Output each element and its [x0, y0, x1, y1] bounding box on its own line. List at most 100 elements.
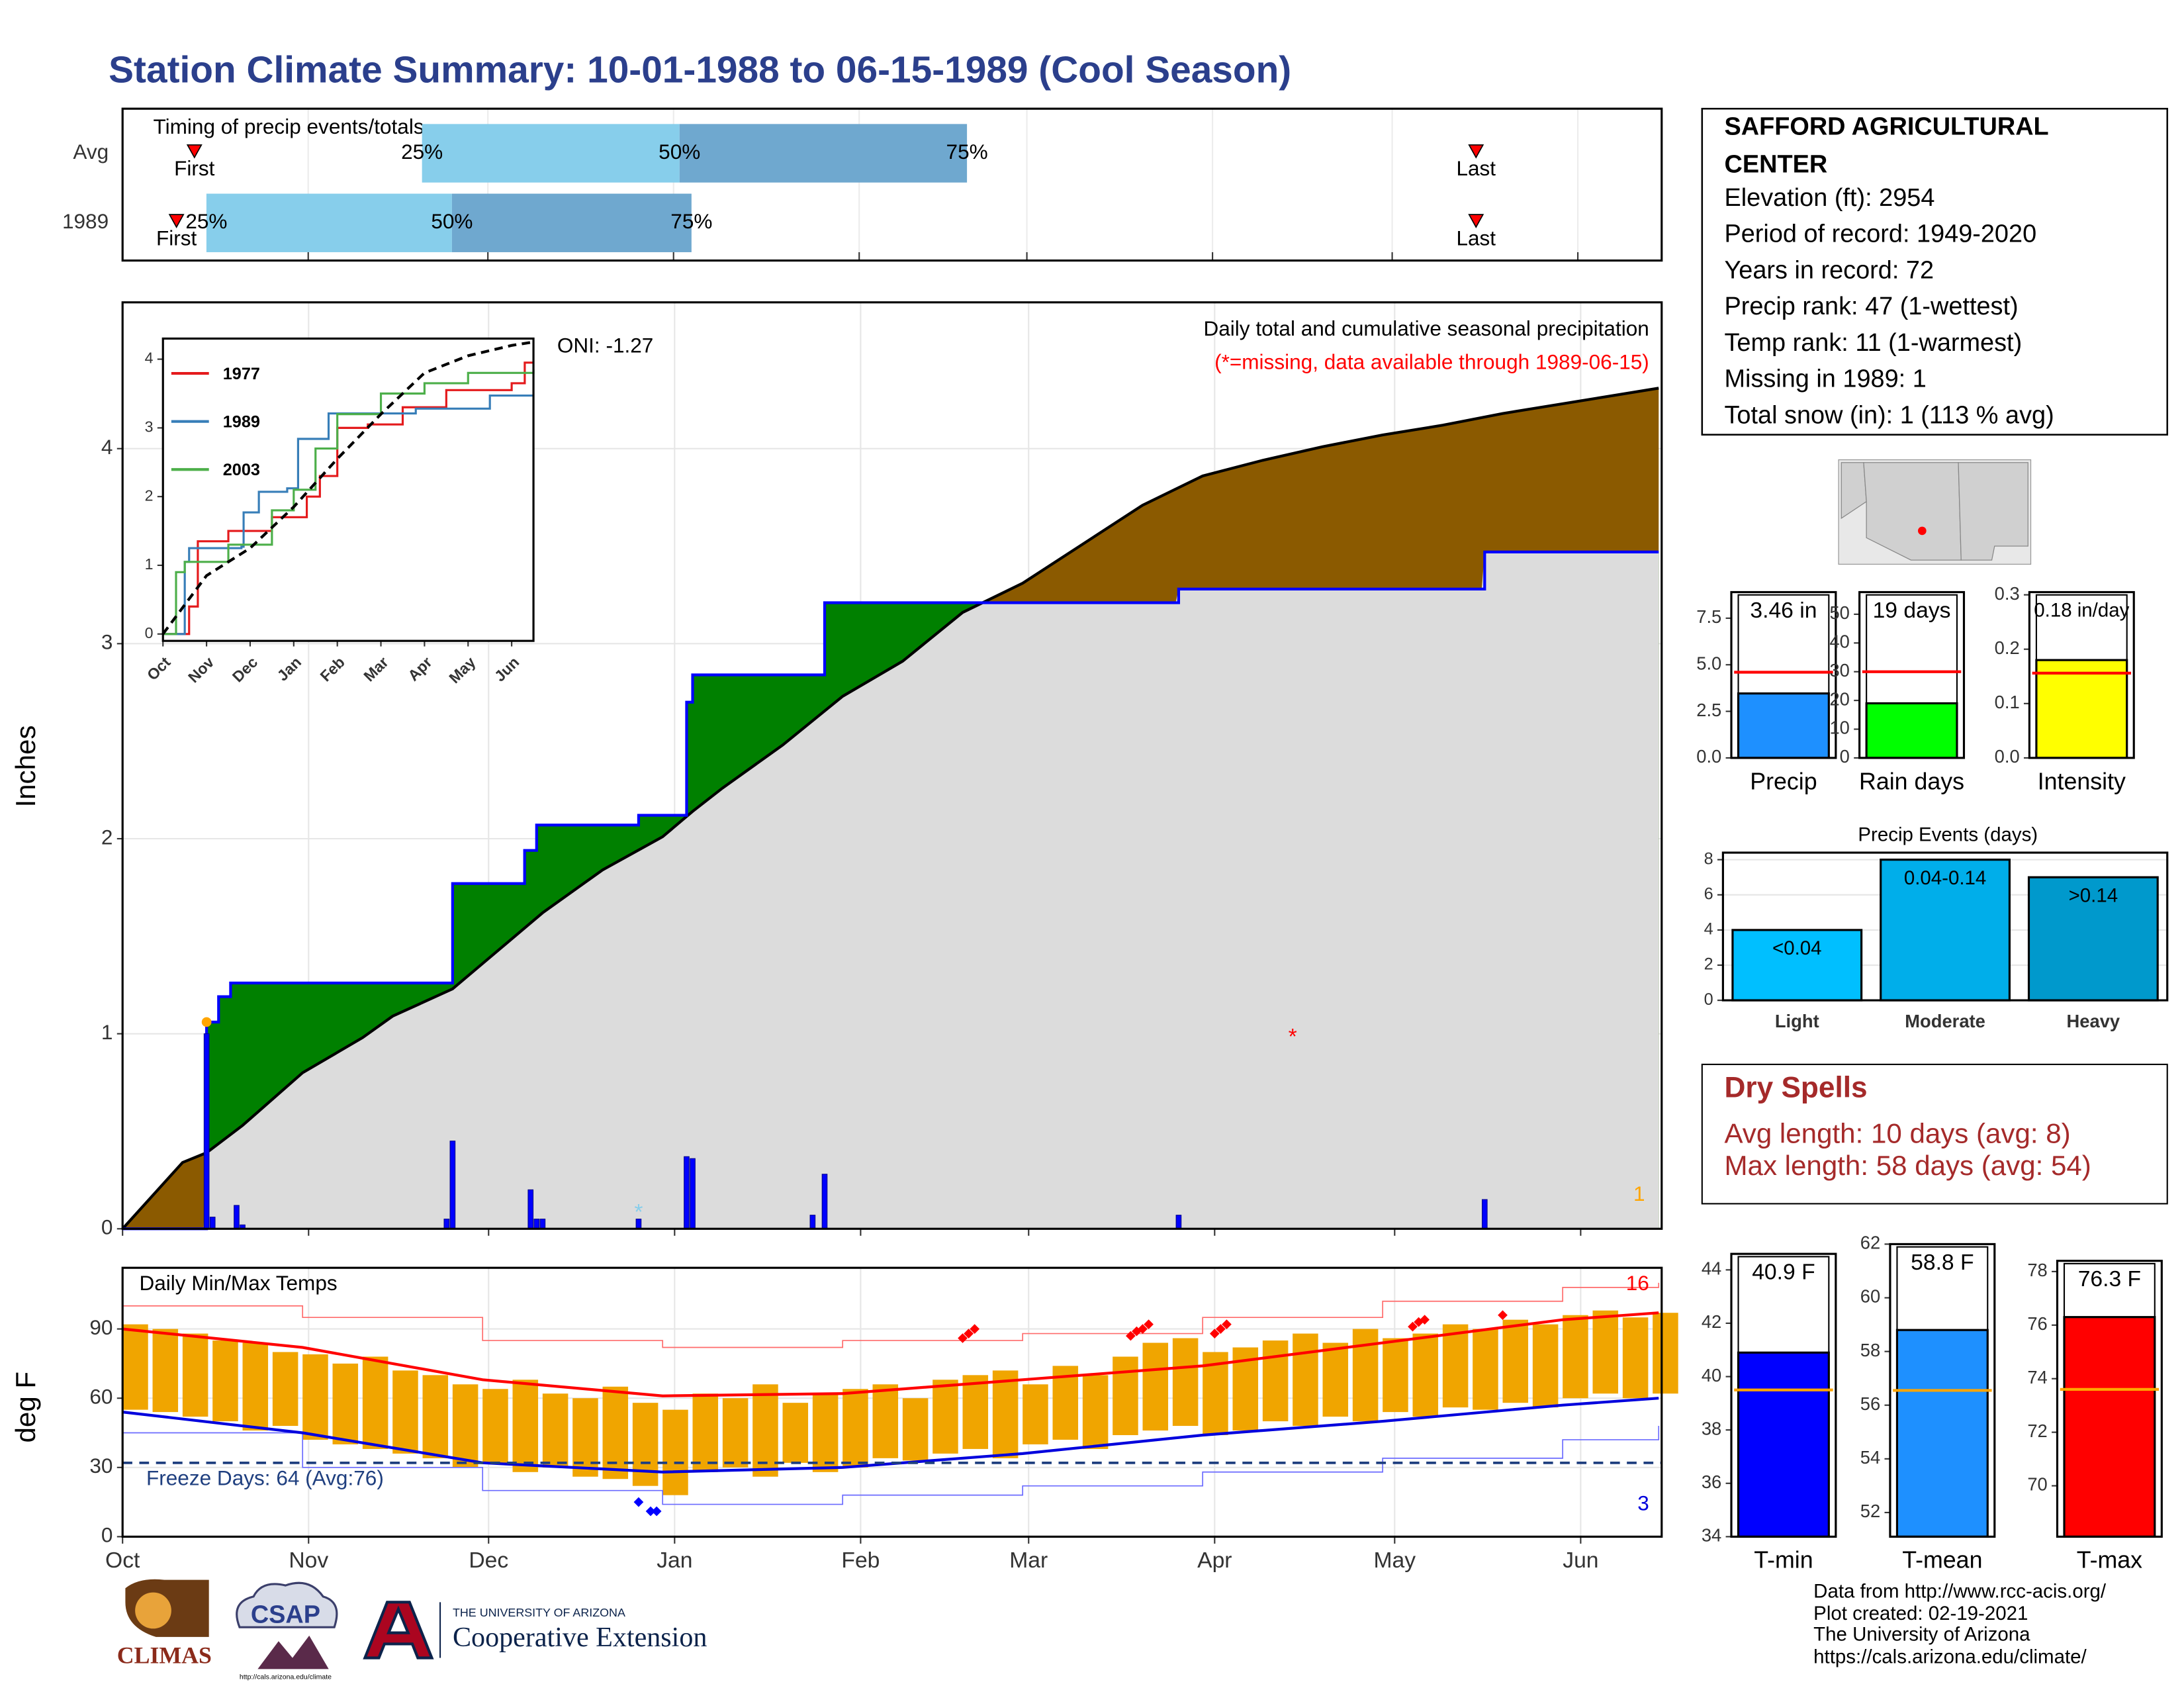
temp-range-bar: [152, 1329, 179, 1413]
temp-range-bar: [1082, 1375, 1109, 1449]
bar: [1865, 702, 1958, 759]
legend-label: 2003: [223, 461, 260, 479]
temp-range-bar: [392, 1370, 418, 1454]
station-info: SAFFORD AGRICULTURAL CENTER Elevation (f…: [1724, 113, 2054, 430]
panel-title: Daily Min/Max Temps: [139, 1271, 337, 1295]
plot-frame: [121, 301, 1663, 1230]
y-tick-label: 90: [89, 1315, 113, 1339]
x-tick-label: Feb: [841, 1548, 880, 1573]
daily-bar: [1175, 1215, 1182, 1229]
temp-range-bar: [1412, 1333, 1439, 1417]
quartile-bar: [451, 193, 692, 252]
daily-bar: [234, 1205, 240, 1229]
temp-range-bar: [512, 1380, 539, 1472]
temp-range-bar: [662, 1409, 688, 1495]
daily-bar: [443, 1219, 450, 1229]
y-tick-label: 0.1: [1995, 692, 2020, 712]
temp-range-bar: [1592, 1310, 1619, 1394]
x-tick-label: Dec: [469, 1548, 508, 1573]
y-tick-label: 0.3: [1995, 583, 2020, 604]
bar: [1880, 859, 2011, 1002]
bar-label: 0.18 in/day: [2034, 600, 2129, 622]
common-area: [122, 551, 1659, 1229]
temp-range-bar: [542, 1393, 569, 1468]
bar-label: 0.04-0.14: [1904, 867, 1986, 889]
event-marker: [168, 214, 185, 228]
temp-range-bar: [1563, 1315, 1588, 1399]
y-tick-label: 7.5: [1696, 606, 1721, 627]
x-tick-label: Light: [1775, 1011, 1819, 1031]
x-tick-label: Rain days: [1859, 768, 1964, 794]
bar-label: >0.14: [2069, 884, 2118, 906]
y-tick-label: 60: [1860, 1286, 1880, 1307]
temp-range-bar: [1262, 1340, 1289, 1422]
temp-range-bar: [992, 1370, 1019, 1458]
temp-range-bar: [1442, 1324, 1469, 1408]
temp-range-bar: [362, 1356, 388, 1449]
plot-frame: [1730, 1252, 1837, 1538]
x-tick-label: Heavy: [2067, 1011, 2120, 1031]
station-name: CENTER: [1724, 150, 1827, 178]
temp-range-bar: [332, 1363, 359, 1444]
temp-range-bar: [1383, 1338, 1408, 1413]
missing-count: 1: [1633, 1182, 1645, 1205]
quartile-label: 25%: [401, 140, 443, 164]
y-tick-label: 78: [2027, 1260, 2047, 1280]
bar: [1737, 692, 1830, 759]
chart-title: Precip Events (days): [1858, 824, 2038, 846]
dry-spells-line: Max length: 58 days (avg: 54): [1724, 1150, 2091, 1181]
csap-logo: CSAP: [251, 1601, 320, 1628]
y-tick-label: 4: [145, 350, 154, 367]
plot-frame: [2056, 1260, 2163, 1538]
y-tick-label: 2: [145, 487, 154, 504]
temp-range-bar: [1653, 1313, 1678, 1394]
y-tick-label: 5.0: [1696, 653, 1721, 673]
x-tick-label: T-mean: [1902, 1547, 1982, 1573]
average-line: [121, 387, 1659, 1230]
temp-range-bar: [182, 1333, 208, 1417]
plot-frame: [2028, 590, 2135, 759]
x-tick-label: Moderate: [1905, 1011, 1985, 1031]
y-tick-label: 3: [145, 418, 154, 435]
temp-range-bar: [1113, 1356, 1138, 1435]
daily-bar: [809, 1215, 816, 1229]
temp-range-bar: [812, 1393, 839, 1472]
csap-mountain: [257, 1635, 329, 1669]
y-tick-label: 40: [1702, 1365, 1721, 1385]
x-tick-label: Jun: [1563, 1548, 1598, 1573]
daily-bar: [539, 1219, 546, 1229]
y-tick-label: 0.2: [1995, 637, 2020, 658]
daily-bar: [449, 1141, 456, 1229]
daily-bar: [203, 1033, 210, 1229]
quartile-label: 50%: [431, 209, 473, 233]
y-tick-label: 70: [2027, 1474, 2047, 1495]
temp-range-bar: [122, 1324, 148, 1410]
bar: [2035, 659, 2128, 759]
normal-line: [122, 1426, 1660, 1505]
temp-range-bar: [632, 1403, 659, 1486]
y-tick-label: 0.0: [1696, 746, 1721, 767]
quartile-bar: [206, 193, 452, 252]
event-marker: [1468, 214, 1484, 228]
y-tick-label: 50: [1829, 602, 1849, 623]
y-tick-label: 0.0: [1995, 746, 2020, 767]
x-tick-label: T-max: [2077, 1547, 2142, 1573]
temp-range-bar: [452, 1384, 478, 1468]
y-tick-label: 62: [1860, 1233, 1880, 1253]
record-count: 16: [1626, 1271, 1649, 1295]
temp-range-bar: [272, 1352, 298, 1427]
bar-label: 76.3 F: [2078, 1267, 2141, 1291]
temp-range-bar: [422, 1375, 449, 1458]
record-marker: [645, 1506, 656, 1517]
y-tick-label: 2: [1704, 955, 1713, 974]
y-tick-label: 72: [2027, 1421, 2047, 1441]
event-label: Last: [1456, 156, 1496, 180]
ua-emblem: [363, 1601, 434, 1660]
event-dot: [201, 1017, 212, 1027]
y-tick-label: 42: [1702, 1311, 1721, 1332]
bar-label: <0.04: [1772, 937, 1822, 959]
temp-range-bar: [722, 1398, 749, 1468]
record-marker: [651, 1506, 662, 1517]
series-line: [163, 369, 535, 635]
